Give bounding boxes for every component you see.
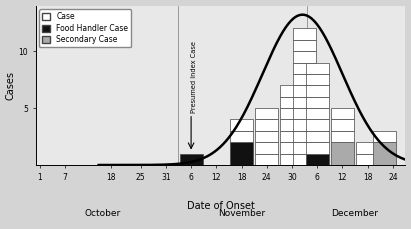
Bar	[293, 142, 316, 154]
Bar	[306, 142, 329, 154]
Bar	[280, 85, 304, 97]
Text: December: December	[332, 209, 379, 218]
Bar	[293, 51, 316, 63]
Bar	[373, 142, 396, 165]
Bar	[293, 40, 316, 51]
Bar	[280, 97, 304, 108]
Bar	[331, 108, 354, 120]
Bar	[230, 131, 253, 142]
Bar	[306, 108, 329, 120]
Bar	[255, 108, 278, 120]
Bar	[306, 85, 329, 97]
Bar	[331, 142, 354, 165]
Bar	[280, 120, 304, 131]
Bar	[280, 142, 304, 154]
Bar	[356, 154, 379, 165]
Bar	[255, 131, 278, 142]
Bar	[280, 131, 304, 142]
Text: November: November	[218, 209, 265, 218]
Bar	[293, 74, 316, 85]
Bar	[306, 120, 329, 131]
Bar	[306, 154, 329, 165]
Bar	[180, 154, 203, 165]
Bar	[293, 120, 316, 131]
Bar	[306, 74, 329, 85]
Bar	[373, 131, 396, 142]
Bar	[280, 108, 304, 120]
Bar	[230, 120, 253, 131]
Legend: Case, Food Handler Case, Secondary Case: Case, Food Handler Case, Secondary Case	[39, 9, 131, 47]
Bar	[255, 120, 278, 131]
Bar	[280, 154, 304, 165]
Text: October: October	[85, 209, 121, 218]
Bar	[306, 131, 329, 142]
Bar	[293, 131, 316, 142]
Bar	[255, 154, 278, 165]
Bar	[293, 85, 316, 97]
X-axis label: Date of Onset: Date of Onset	[187, 201, 254, 211]
Bar	[293, 28, 316, 40]
Bar	[230, 142, 253, 165]
Bar	[293, 63, 316, 74]
Text: Presumed Index Case: Presumed Index Case	[192, 41, 197, 113]
Bar	[255, 142, 278, 154]
Bar	[306, 63, 329, 74]
Bar	[356, 142, 379, 154]
Bar	[293, 108, 316, 120]
Bar	[331, 120, 354, 131]
Y-axis label: Cases: Cases	[6, 71, 16, 100]
Bar	[306, 97, 329, 108]
Bar	[331, 131, 354, 142]
Bar	[293, 97, 316, 108]
Bar	[293, 154, 316, 165]
